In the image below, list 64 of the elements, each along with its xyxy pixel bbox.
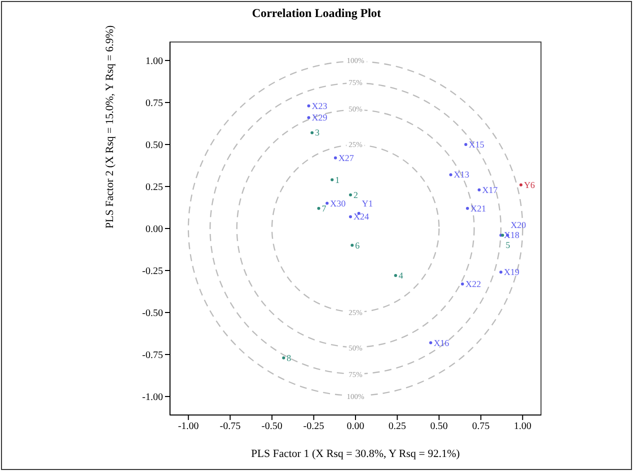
point	[499, 270, 502, 274]
y-tick-label: -0.50	[142, 308, 163, 320]
point	[464, 142, 468, 146]
series-label: X16	[434, 338, 450, 348]
x-tick-label: 0.25	[388, 421, 406, 432]
series-label: X17	[482, 184, 498, 195]
series-label: 5	[506, 240, 511, 250]
x-axis-title: PLS Factor 1 (X Rsq = 30.8%, Y Rsq = 92.1%)	[251, 448, 460, 460]
chart-title: Correlation Loading Plot	[250, 5, 382, 22]
point	[429, 341, 432, 344]
point	[307, 116, 310, 120]
y-tick-label: -0.25	[142, 266, 163, 278]
series-label: X23	[312, 100, 328, 111]
point	[334, 156, 337, 160]
series-label: 4	[398, 270, 404, 281]
point	[466, 206, 469, 210]
y-tick-label: -0.75	[142, 350, 163, 362]
series-label: 3	[315, 128, 320, 138]
y-tick-label: -1.00	[142, 392, 163, 404]
x-tick-label: 0.50	[430, 421, 448, 432]
x-tick-label: 0.75	[472, 421, 490, 432]
series-label: X21	[470, 203, 486, 214]
x-tick-label: -0.25	[303, 421, 324, 432]
series-label: X24	[353, 212, 370, 222]
y-tick-label: 0.50	[146, 140, 163, 152]
point	[282, 356, 286, 360]
point	[348, 215, 352, 218]
series-label: X29	[312, 112, 328, 123]
point	[478, 188, 481, 192]
point	[460, 282, 464, 286]
y-tick-label: 0.75	[146, 98, 163, 110]
point	[326, 202, 329, 205]
series-label: Y6	[524, 180, 536, 190]
point	[307, 104, 310, 108]
y-axis-title: PLS Factor 2 (X Rsq = 15.0%, Y Rsq = 6.9%)	[104, 24, 116, 228]
point	[449, 173, 452, 176]
point	[348, 193, 352, 196]
series-label: X27	[338, 152, 354, 163]
series-label: X13	[454, 170, 470, 180]
point	[330, 178, 334, 182]
series-label: Y1	[362, 198, 373, 208]
point	[350, 244, 354, 247]
point	[519, 183, 522, 186]
y-tick-label: 1.00	[146, 56, 163, 68]
x-tick-label: 1.00	[514, 421, 532, 432]
series-label: 2	[353, 190, 358, 200]
y-tick-label: 0.25	[146, 182, 163, 194]
series-label: X15	[468, 139, 485, 150]
x-tick-label: -1.00	[178, 421, 199, 432]
point	[310, 131, 314, 134]
series-label: 7	[322, 203, 327, 214]
y-tick-label: 0.00	[146, 224, 163, 236]
series-label: 8	[286, 352, 292, 363]
x-tick-label: -0.75	[220, 421, 241, 432]
x-tick-label: -0.50	[262, 421, 282, 432]
x-tick-label: 0.00	[346, 421, 364, 432]
point	[394, 274, 398, 278]
series-label: 1	[335, 174, 340, 185]
series-label: X19	[504, 267, 520, 278]
series-label: X20	[510, 220, 527, 230]
series-label: X30	[330, 198, 346, 208]
point	[317, 206, 320, 210]
series-label: 6	[355, 240, 360, 250]
series-label: X22	[465, 278, 481, 289]
